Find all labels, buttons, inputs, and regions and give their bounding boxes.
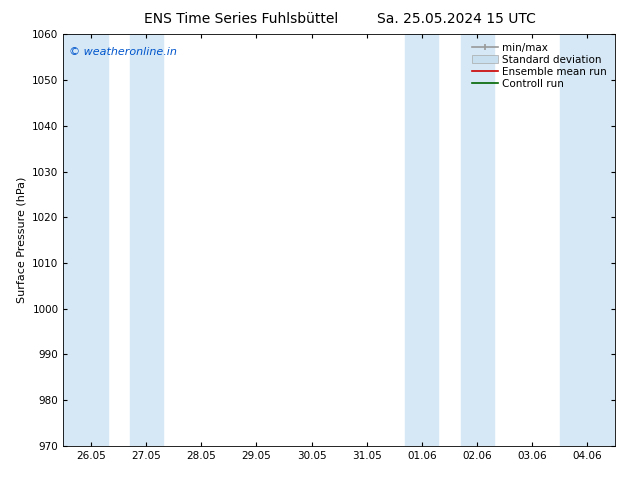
Bar <box>63 34 108 446</box>
Text: ENS Time Series Fuhlsbüttel: ENS Time Series Fuhlsbüttel <box>144 12 338 26</box>
Bar <box>560 34 615 446</box>
Bar <box>405 34 439 446</box>
Text: Sa. 25.05.2024 15 UTC: Sa. 25.05.2024 15 UTC <box>377 12 536 26</box>
Bar <box>460 34 494 446</box>
Y-axis label: Surface Pressure (hPa): Surface Pressure (hPa) <box>16 177 27 303</box>
Legend: min/max, Standard deviation, Ensemble mean run, Controll run: min/max, Standard deviation, Ensemble me… <box>469 40 610 92</box>
Bar <box>129 34 163 446</box>
Text: © weatheronline.in: © weatheronline.in <box>69 47 177 57</box>
